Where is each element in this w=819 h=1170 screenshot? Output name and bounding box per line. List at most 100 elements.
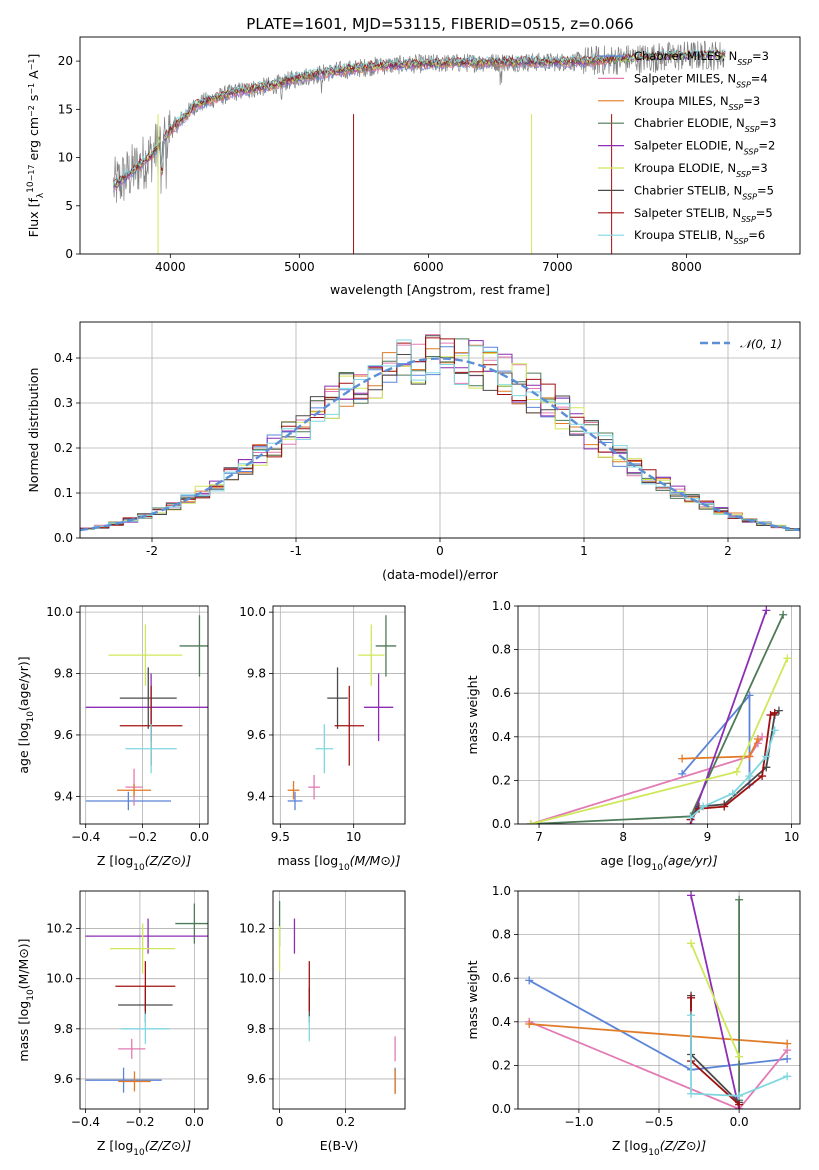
subscript: 10 — [338, 863, 350, 873]
line-chabrier-stelib — [690, 995, 740, 1104]
y-label-part: −1 — [27, 83, 36, 95]
x-axis-label: age [log10(age/yr)] — [600, 853, 717, 873]
x-tick-label: 0 — [436, 544, 444, 558]
legend-subscript: SSP — [737, 58, 752, 67]
x-tick-label: −0.2 — [125, 1115, 154, 1129]
x-tick-label: 9 — [704, 830, 712, 844]
marker-kroupa-stelib — [686, 813, 695, 822]
x-tick-label: −0.2 — [128, 830, 157, 844]
y-label-part: s — [26, 95, 41, 106]
marker-salpeter-stelib — [687, 993, 696, 1002]
legend-count: =6 — [748, 228, 765, 242]
marker-chabrier-miles — [525, 976, 534, 985]
model-line-chabrier-miles — [113, 59, 612, 193]
plot-area — [526, 606, 792, 824]
y-tick-label: 10.0 — [46, 605, 73, 619]
x-tick-label: 1 — [580, 544, 588, 558]
y-tick-label: 10.0 — [239, 605, 266, 619]
legend-count: =3 — [743, 94, 760, 108]
y-tick-label: 9.6 — [247, 1072, 266, 1086]
y-label-part: ] — [26, 54, 41, 59]
subscript: 10 — [26, 711, 36, 723]
x-tick-label: 0.0 — [190, 830, 209, 844]
model-line-salpeter-miles — [113, 59, 612, 192]
axes-frame — [272, 605, 406, 825]
y-tick-label: 15 — [58, 102, 73, 116]
marker-salpeter-stelib — [735, 1100, 744, 1109]
legend-label-kroupa-stelib: Kroupa STELIB, NSSP=6 — [634, 228, 765, 246]
y-tick-label: 0.8 — [492, 643, 511, 657]
panel-6: 0 0.2 9.6 9.8 10.0 10.2 E(B-V) — [239, 890, 406, 1153]
y-label-part: −17 — [27, 164, 36, 181]
plot-area — [85, 903, 208, 1093]
axes-frame — [517, 605, 801, 825]
marker-kroupa-elodie — [783, 654, 792, 663]
normal-curve — [80, 357, 800, 532]
axes-frame — [79, 605, 209, 825]
marker-kroupa-miles — [753, 734, 762, 743]
legend-subscript: SSP — [742, 192, 757, 201]
panel-7: −1.0 −0.5 0.0 0.0 0.2 0.4 0.6 0.8 1.0 Z [log10(Z/… — [465, 884, 801, 1158]
axes-frame — [79, 36, 801, 255]
legend-subscript: SSP — [745, 125, 760, 134]
model-line-kroupa-miles — [113, 58, 612, 191]
marker-salpeter-miles — [758, 732, 767, 741]
y-tick-label: 20 — [58, 54, 73, 68]
legend-label-normal: 𝒩(0, 1) — [740, 337, 782, 351]
x-tick-label: -2 — [146, 544, 158, 558]
legend-count: =5 — [757, 183, 774, 197]
y-tick-label: 0.2 — [492, 773, 511, 787]
y-tick-label: 10.2 — [239, 922, 266, 936]
y-tick-label: 10.0 — [46, 972, 73, 986]
x-tick-label: -1 — [290, 544, 302, 558]
legend-subscript: SSP — [736, 80, 751, 89]
marker-kroupa-stelib — [762, 752, 771, 761]
marker-kroupa-miles — [678, 754, 687, 763]
legend-label-chabrier-stelib: Chabrier STELIB, NSSP=5 — [634, 183, 774, 201]
panel-4: 7 8 9 10 0.0 0.2 0.4 0.6 0.8 1.0 age [log10(age/yr… — [465, 599, 801, 873]
subscript: 10 — [652, 863, 664, 873]
y-tick-label: 0.1 — [54, 486, 73, 500]
axes-frame — [517, 890, 801, 1110]
legend-subscript: SSP — [734, 237, 749, 246]
y-tick-label: 0.8 — [492, 928, 511, 942]
subscript: 10 — [133, 1148, 145, 1158]
x-axis-label: (data-model)/error — [382, 567, 499, 582]
legend-count: =5 — [756, 206, 773, 220]
line-kroupa-miles — [529, 1023, 788, 1045]
x-tick-label: 2 — [724, 544, 732, 558]
y-tick-label: 9.8 — [247, 667, 266, 681]
line-salpeter-elodie — [689, 610, 768, 824]
y-tick-label: 9.6 — [54, 1072, 73, 1086]
x-axis-label: E(B-V) — [320, 1138, 359, 1153]
y-axis-label: Normed distribution — [26, 368, 41, 493]
marker-salpeter-stelib — [766, 711, 775, 719]
y-tick-label: 9.4 — [247, 789, 266, 803]
x-tick-label: 8000 — [671, 260, 702, 274]
legend-label-kroupa-elodie: Kroupa ELODIE, NSSP=3 — [634, 161, 768, 179]
y-tick-label: 9.6 — [247, 728, 266, 742]
marker-chabrier-elodie — [735, 895, 744, 904]
y-label-part: −1 — [27, 59, 36, 71]
y-tick-label: 0.0 — [492, 817, 511, 831]
x-tick-label: 9.5 — [271, 830, 290, 844]
plot-area — [287, 615, 397, 811]
marker-salpeter-elodie — [687, 891, 696, 900]
line-kroupa-stelib — [690, 1015, 788, 1097]
y-tick-label: 0.4 — [492, 1015, 511, 1029]
label-suffix: (Z/Z⊙)] — [660, 1138, 707, 1153]
marker-salpeter-stelib — [758, 772, 767, 781]
y-label-part: −2 — [27, 105, 36, 117]
line-salpeter-miles — [530, 736, 763, 824]
axes-frame — [272, 890, 406, 1110]
y-tick-label: 10.2 — [46, 922, 73, 936]
x-axis-label: Z [log10(Z/Z⊙)] — [97, 853, 191, 873]
y-axis-label: mass [log10(M/M⊙)] — [16, 938, 36, 1061]
marker-kroupa-stelib — [770, 726, 779, 735]
plot-area — [113, 40, 726, 254]
y-tick-label: 9.8 — [247, 1022, 266, 1036]
marker-kroupa-miles — [745, 752, 754, 761]
x-tick-label: 7 — [535, 830, 543, 844]
marker-kroupa-stelib — [783, 1072, 792, 1081]
model-line-chabrier-stelib — [113, 49, 726, 188]
